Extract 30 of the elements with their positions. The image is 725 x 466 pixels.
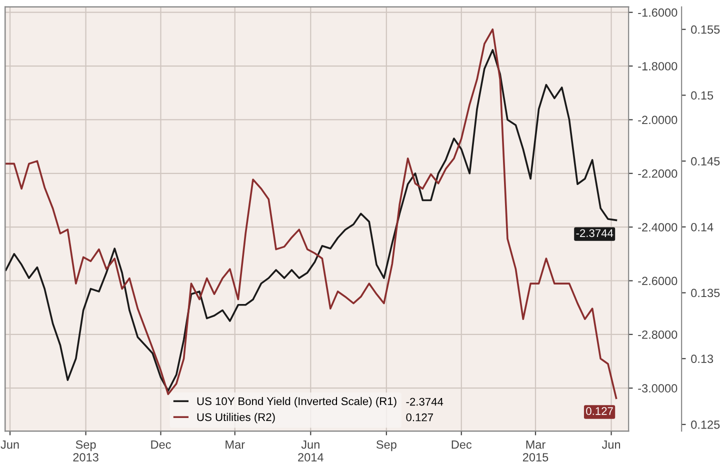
- y2-tick-label: 0.155: [691, 25, 720, 34]
- x-tick-label: Jun 2014: [298, 440, 324, 462]
- legend-label: US Utilities (R2): [197, 412, 275, 424]
- legend-label: US 10Y Bond Yield (Inverted Scale) (R1): [197, 397, 396, 408]
- y-tick-label: -2.0000: [638, 116, 678, 124]
- y-tick-label: -2.6000: [638, 276, 678, 286]
- data-label: -2.3744: [576, 229, 614, 238]
- text: 0.127: [406, 413, 434, 422]
- x-tick-label: Mar: [226, 440, 245, 449]
- y2-tick-label: 0.13: [691, 354, 714, 364]
- y2-tick-label: 0.145: [691, 157, 720, 166]
- y2-tick-label: 0.125: [691, 420, 720, 429]
- x-tick-label: Dec: [452, 440, 472, 449]
- x-tick-label: Dec: [151, 440, 171, 449]
- y-tick-label: -1.6000: [638, 8, 678, 17]
- x-tick-label: Sep 2013: [73, 440, 98, 462]
- x-tick-label: Jun: [0, 440, 19, 449]
- x-tick-label: Sep: [376, 440, 396, 452]
- y2-tick-label: 0.15: [691, 91, 714, 100]
- y2-tick-label: 0.135: [691, 288, 720, 298]
- y-tick-label: -2.8000: [638, 330, 678, 339]
- y-tick-label: -1.8000: [638, 62, 678, 70]
- x-tick-label: Jun: [602, 440, 620, 449]
- text: -2.3744: [406, 398, 444, 406]
- y-tick-label: -2.4000: [638, 223, 678, 232]
- y-tick-label: -3.0000: [638, 384, 678, 392]
- x-tick-label: Mar 2015: [522, 440, 548, 462]
- y2-tick-label: 0.14: [691, 222, 714, 232]
- data-label: 0.127: [586, 407, 613, 415]
- y-tick-label: -2.2000: [638, 169, 678, 178]
